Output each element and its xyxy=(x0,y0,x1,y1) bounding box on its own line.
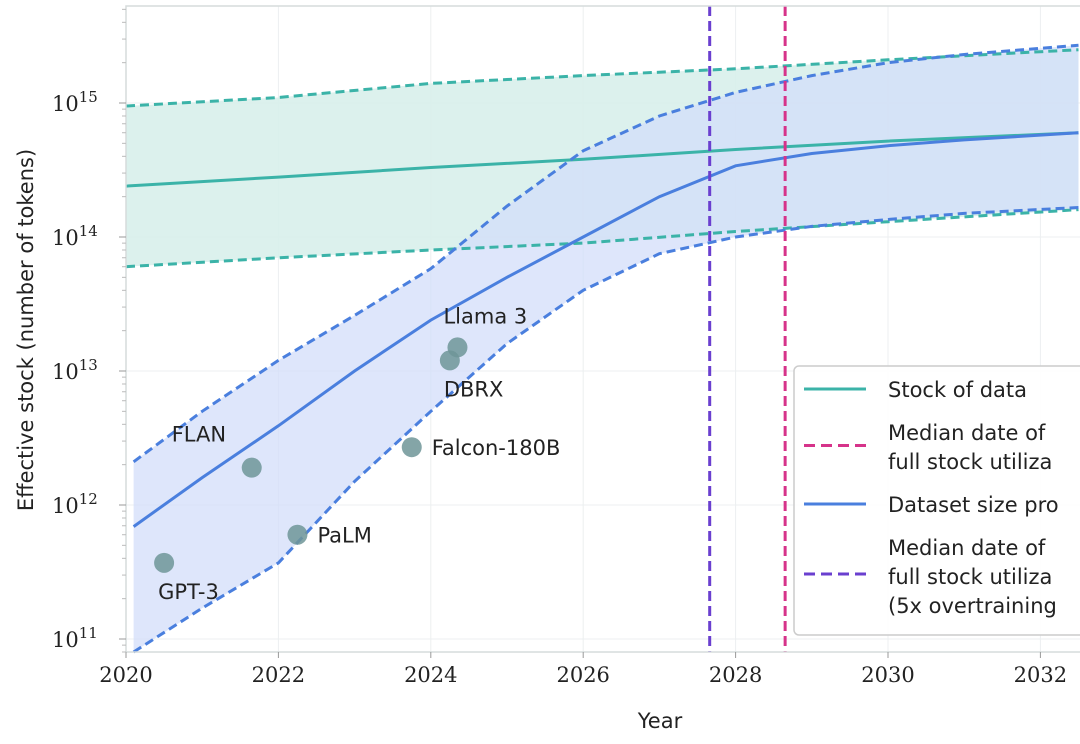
lines xyxy=(125,6,1079,654)
legend: Stock of data Median date of full stock ut… xyxy=(793,365,1080,636)
legend-label: full stock utiliza xyxy=(888,565,1052,589)
data-point-label: FLAN xyxy=(172,423,226,447)
data-point xyxy=(401,437,422,458)
x-tick-label: 2022 xyxy=(252,663,305,687)
data-point xyxy=(447,337,468,358)
y-tick-label: 1015 xyxy=(52,88,98,116)
data-point xyxy=(241,457,262,478)
legend-label: Median date of xyxy=(888,421,1046,445)
data-point-label: GPT-3 xyxy=(158,580,219,604)
x-tick-label: 2032 xyxy=(1014,663,1067,687)
data-point-label: PaLM xyxy=(317,524,371,548)
legend-label: full stock utiliza xyxy=(888,450,1052,474)
data-point-label: DBRX xyxy=(444,377,504,401)
x-tick-label: 2020 xyxy=(99,663,152,687)
legend-label: Stock of data xyxy=(888,378,1027,402)
data-point xyxy=(154,552,175,573)
y-axis-label: Effective stock (number of tokens) xyxy=(14,149,38,511)
series-lower-0 xyxy=(125,208,1079,269)
band-1 xyxy=(133,45,1079,652)
y-tick-label: 1013 xyxy=(52,356,98,384)
y-tick-label: 1014 xyxy=(52,222,98,250)
series-upper-0 xyxy=(125,48,1079,108)
x-axis-label: Year xyxy=(637,709,683,733)
legend-label: Median date of xyxy=(888,536,1046,560)
axes: 2020 2022 2024 2026 2028 2030 2032 1015 1014 1013… xyxy=(52,5,1080,687)
data-point-label: Falcon-180B xyxy=(432,436,561,460)
data-point xyxy=(287,524,308,545)
series-lower-1 xyxy=(132,206,1079,654)
series-median-0 xyxy=(125,131,1079,188)
x-tick-label: 2026 xyxy=(556,663,609,687)
series-median-1 xyxy=(132,131,1079,528)
series-upper-1 xyxy=(132,43,1079,464)
legend-label: (5x overtraining xyxy=(888,594,1057,618)
plot-frame xyxy=(125,5,1080,653)
points: GPT-3 FLAN PaLM Falcon-180B DBRX Llama 3 xyxy=(154,304,561,604)
y-tick-label: 1012 xyxy=(52,490,98,518)
data-point-label: Llama 3 xyxy=(443,304,527,328)
x-tick-label: 2028 xyxy=(709,663,762,687)
legend-label: Dataset size pro xyxy=(888,493,1059,517)
legend-box xyxy=(793,365,1080,636)
y-tick-label: 1011 xyxy=(52,624,98,652)
x-tick-label: 2024 xyxy=(404,663,457,687)
x-tick-label: 2030 xyxy=(861,663,914,687)
